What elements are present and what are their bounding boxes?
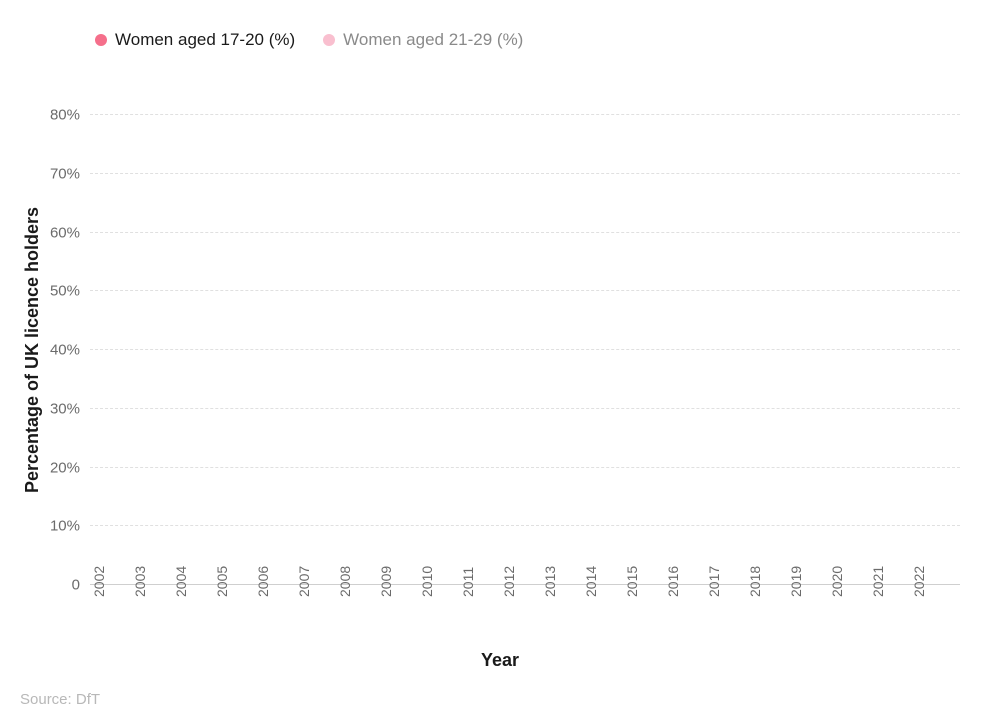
y-tick-label: 20%: [50, 459, 80, 476]
legend-dot-series2: [323, 34, 335, 46]
y-tick-label: 50%: [50, 283, 80, 300]
x-tick-label: 2017: [706, 566, 722, 597]
bars: 2002200320042005200620072008200920102011…: [90, 115, 960, 585]
x-axis-label: Year: [481, 650, 519, 671]
x-tick-label: 2008: [337, 566, 353, 597]
y-axis-label: Percentage of UK licence holders: [22, 207, 43, 493]
x-tick-label: 2019: [788, 566, 804, 597]
x-tick-label: 2009: [378, 566, 394, 597]
plot-area: 010%20%30%40%50%60%70%80% 20022003200420…: [90, 115, 960, 585]
chart-container: Women aged 17-20 (%) Women aged 21-29 (%…: [0, 0, 1000, 728]
x-tick-label: 2002: [91, 566, 107, 597]
x-tick-label: 2022: [911, 566, 927, 597]
y-tick-label: 40%: [50, 342, 80, 359]
y-tick-label: 0: [72, 577, 80, 594]
x-tick-label: 2020: [829, 566, 845, 597]
x-tick-label: 2014: [583, 566, 599, 597]
y-tick-label: 30%: [50, 400, 80, 417]
legend: Women aged 17-20 (%) Women aged 21-29 (%…: [95, 30, 523, 50]
y-tick-label: 10%: [50, 518, 80, 535]
legend-dot-series1: [95, 34, 107, 46]
x-tick-label: 2004: [173, 566, 189, 597]
y-tick-label: 60%: [50, 224, 80, 241]
x-tick-label: 2016: [665, 566, 681, 597]
x-tick-label: 2012: [501, 566, 517, 597]
x-tick-label: 2006: [255, 566, 271, 597]
source-text: Source: DfT: [20, 691, 100, 708]
legend-item-series1: Women aged 17-20 (%): [95, 30, 295, 50]
x-tick-label: 2010: [419, 566, 435, 597]
x-tick-label: 2007: [296, 566, 312, 597]
y-tick-label: 80%: [50, 107, 80, 124]
x-tick-label: 2011: [460, 567, 476, 597]
y-tick-label: 70%: [50, 165, 80, 182]
legend-item-series2: Women aged 21-29 (%): [323, 30, 523, 50]
x-tick-label: 2013: [542, 566, 558, 597]
legend-label-series2: Women aged 21-29 (%): [343, 30, 523, 50]
x-tick-label: 2018: [747, 566, 763, 597]
legend-label-series1: Women aged 17-20 (%): [115, 30, 295, 50]
x-tick-label: 2003: [132, 566, 148, 597]
x-tick-label: 2005: [214, 566, 230, 597]
x-tick-label: 2021: [870, 566, 886, 597]
x-tick-label: 2015: [624, 566, 640, 597]
